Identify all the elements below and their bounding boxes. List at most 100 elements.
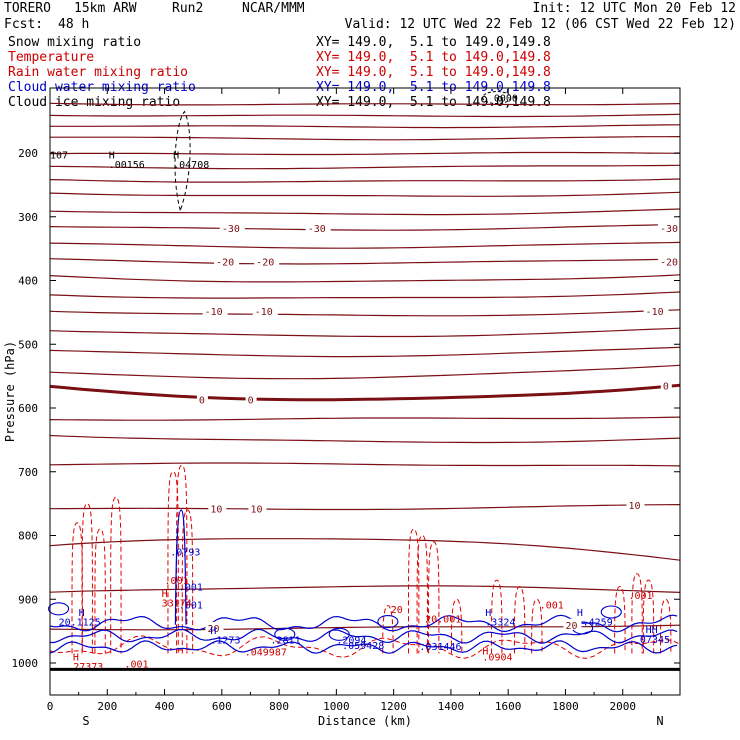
extremum-label: HH [646, 625, 658, 636]
rain-contour [382, 605, 394, 654]
organization: NCAR/MMM [242, 1, 305, 16]
extremum-label: .0904 [482, 653, 512, 664]
extremum-label: .049987 [245, 648, 287, 659]
temperature-contour [49, 309, 681, 317]
extremum-label: .04708 [173, 160, 209, 171]
rain-contour [407, 528, 420, 654]
temperature-contour [49, 191, 681, 197]
contour-label-bg [252, 305, 278, 317]
y-axis-title: Pressure (hPa) [3, 341, 17, 442]
contour-label: -10 [255, 307, 273, 318]
extremum-label: .001 [179, 600, 203, 611]
rain-contour [642, 579, 655, 654]
contour-label-bg [245, 393, 257, 405]
contour-label: 10 [250, 505, 262, 516]
rain-contour [110, 496, 122, 654]
temperature-contour [49, 434, 681, 444]
cloud-water-contour [50, 628, 678, 644]
contour-label: -20 [216, 257, 234, 268]
contour-label: -10 [646, 307, 664, 318]
temperature-contour [49, 241, 681, 249]
extremum-label: .1273 [210, 635, 240, 646]
y-tick-label: 300 [18, 211, 38, 224]
y-tick-label: 800 [18, 530, 38, 543]
x-tick-label: 1400 [438, 700, 465, 713]
rain-contour [71, 522, 83, 654]
y-tick-label: 900 [18, 593, 38, 606]
extremum-label: H [162, 589, 168, 600]
cloud-water-cell [600, 605, 622, 619]
temperature-contour [49, 416, 681, 421]
y-tick-label: 400 [18, 275, 38, 288]
x-tick-label: 1800 [552, 700, 579, 713]
forecast-label: Fcst: [4, 17, 44, 32]
contour-label-bg [305, 222, 331, 234]
y-tick-label: 600 [18, 402, 38, 415]
contour-label-bg [254, 255, 280, 267]
contour-label-bg [626, 498, 645, 510]
extremum-label: 20.1125 [59, 618, 101, 629]
contour-label-bg [214, 255, 240, 267]
contour-label: 10 [210, 505, 222, 516]
temperature-contour [49, 151, 681, 156]
y-tick-label: 1000 [12, 657, 39, 670]
contour-label: 0 [248, 396, 254, 407]
contour-label: -10 [205, 307, 223, 318]
rain-contour [94, 528, 106, 654]
x-tick-label: 0 [47, 700, 54, 713]
temperature-contour [49, 291, 681, 299]
cloud-water-cell [274, 627, 296, 641]
y-tick-label: 500 [18, 338, 38, 351]
extremum-label: .0793 [170, 547, 200, 558]
temperature-contour [49, 208, 681, 216]
xy-snow: XY= 149.0, 5.1 to 149.0,149.8 [316, 35, 551, 50]
rain-contour [659, 598, 672, 654]
temperature-contours [49, 102, 681, 631]
rain-contour [450, 598, 463, 654]
xy-cloud-ice: XY= 149.0, 5.1 to 149.0,149.8 [316, 95, 551, 110]
temperature-contour [49, 346, 681, 358]
contour-label-bg [196, 393, 208, 405]
extremum-label: .001 [165, 576, 189, 587]
rain-contour [181, 509, 194, 654]
rain-contour-low [49, 635, 681, 659]
temperature-contour [49, 113, 681, 118]
extremum-label: H [109, 150, 115, 161]
x-tick-label: 1600 [495, 700, 522, 713]
model-resolution: 15km ARW [74, 1, 137, 16]
temperature-contour [49, 504, 681, 511]
contour-label-bg [657, 222, 683, 234]
extremum-label: .00156 [109, 160, 145, 171]
model-name: TORERO [4, 1, 51, 16]
extremum-label: 07345 [640, 635, 670, 646]
contour-label-bg [208, 502, 227, 514]
legend-rain: Rain water mixing ratio [8, 65, 189, 80]
rain-contour [416, 534, 428, 654]
legend-snow: Snow mixing ratio [8, 35, 142, 50]
rain-contour [614, 585, 626, 654]
legend-temperature: Temperature [8, 50, 95, 65]
y-tick-label: 200 [18, 147, 38, 160]
rain-contour [513, 585, 526, 654]
axes: 0 200 400 600 800 1000 1200 1400 1600 1800 2000200… [3, 87, 681, 728]
x-axis-title: Distance (km) [318, 714, 412, 728]
x-tick-label: 1200 [380, 700, 407, 713]
extremum-label: H [210, 626, 216, 637]
temperature-contour [49, 164, 681, 170]
temperature-contour [49, 178, 681, 183]
contour-label-bg [219, 222, 245, 234]
extremum-label: H [173, 150, 179, 161]
rain-contour [81, 503, 93, 654]
x-tick-label: 800 [269, 700, 289, 713]
contour-label-bg [205, 621, 224, 633]
extremum-label: 0000 [494, 94, 518, 105]
extremum-label: .001 [124, 660, 148, 671]
extremum-label: 33174 [162, 598, 192, 609]
contour-label-bg [248, 502, 267, 514]
temperature-contour [49, 223, 681, 231]
rain-contour [428, 541, 440, 654]
extremum-label: H [73, 653, 79, 664]
south-label: S [82, 714, 89, 728]
cloud-water-tower [174, 509, 187, 625]
